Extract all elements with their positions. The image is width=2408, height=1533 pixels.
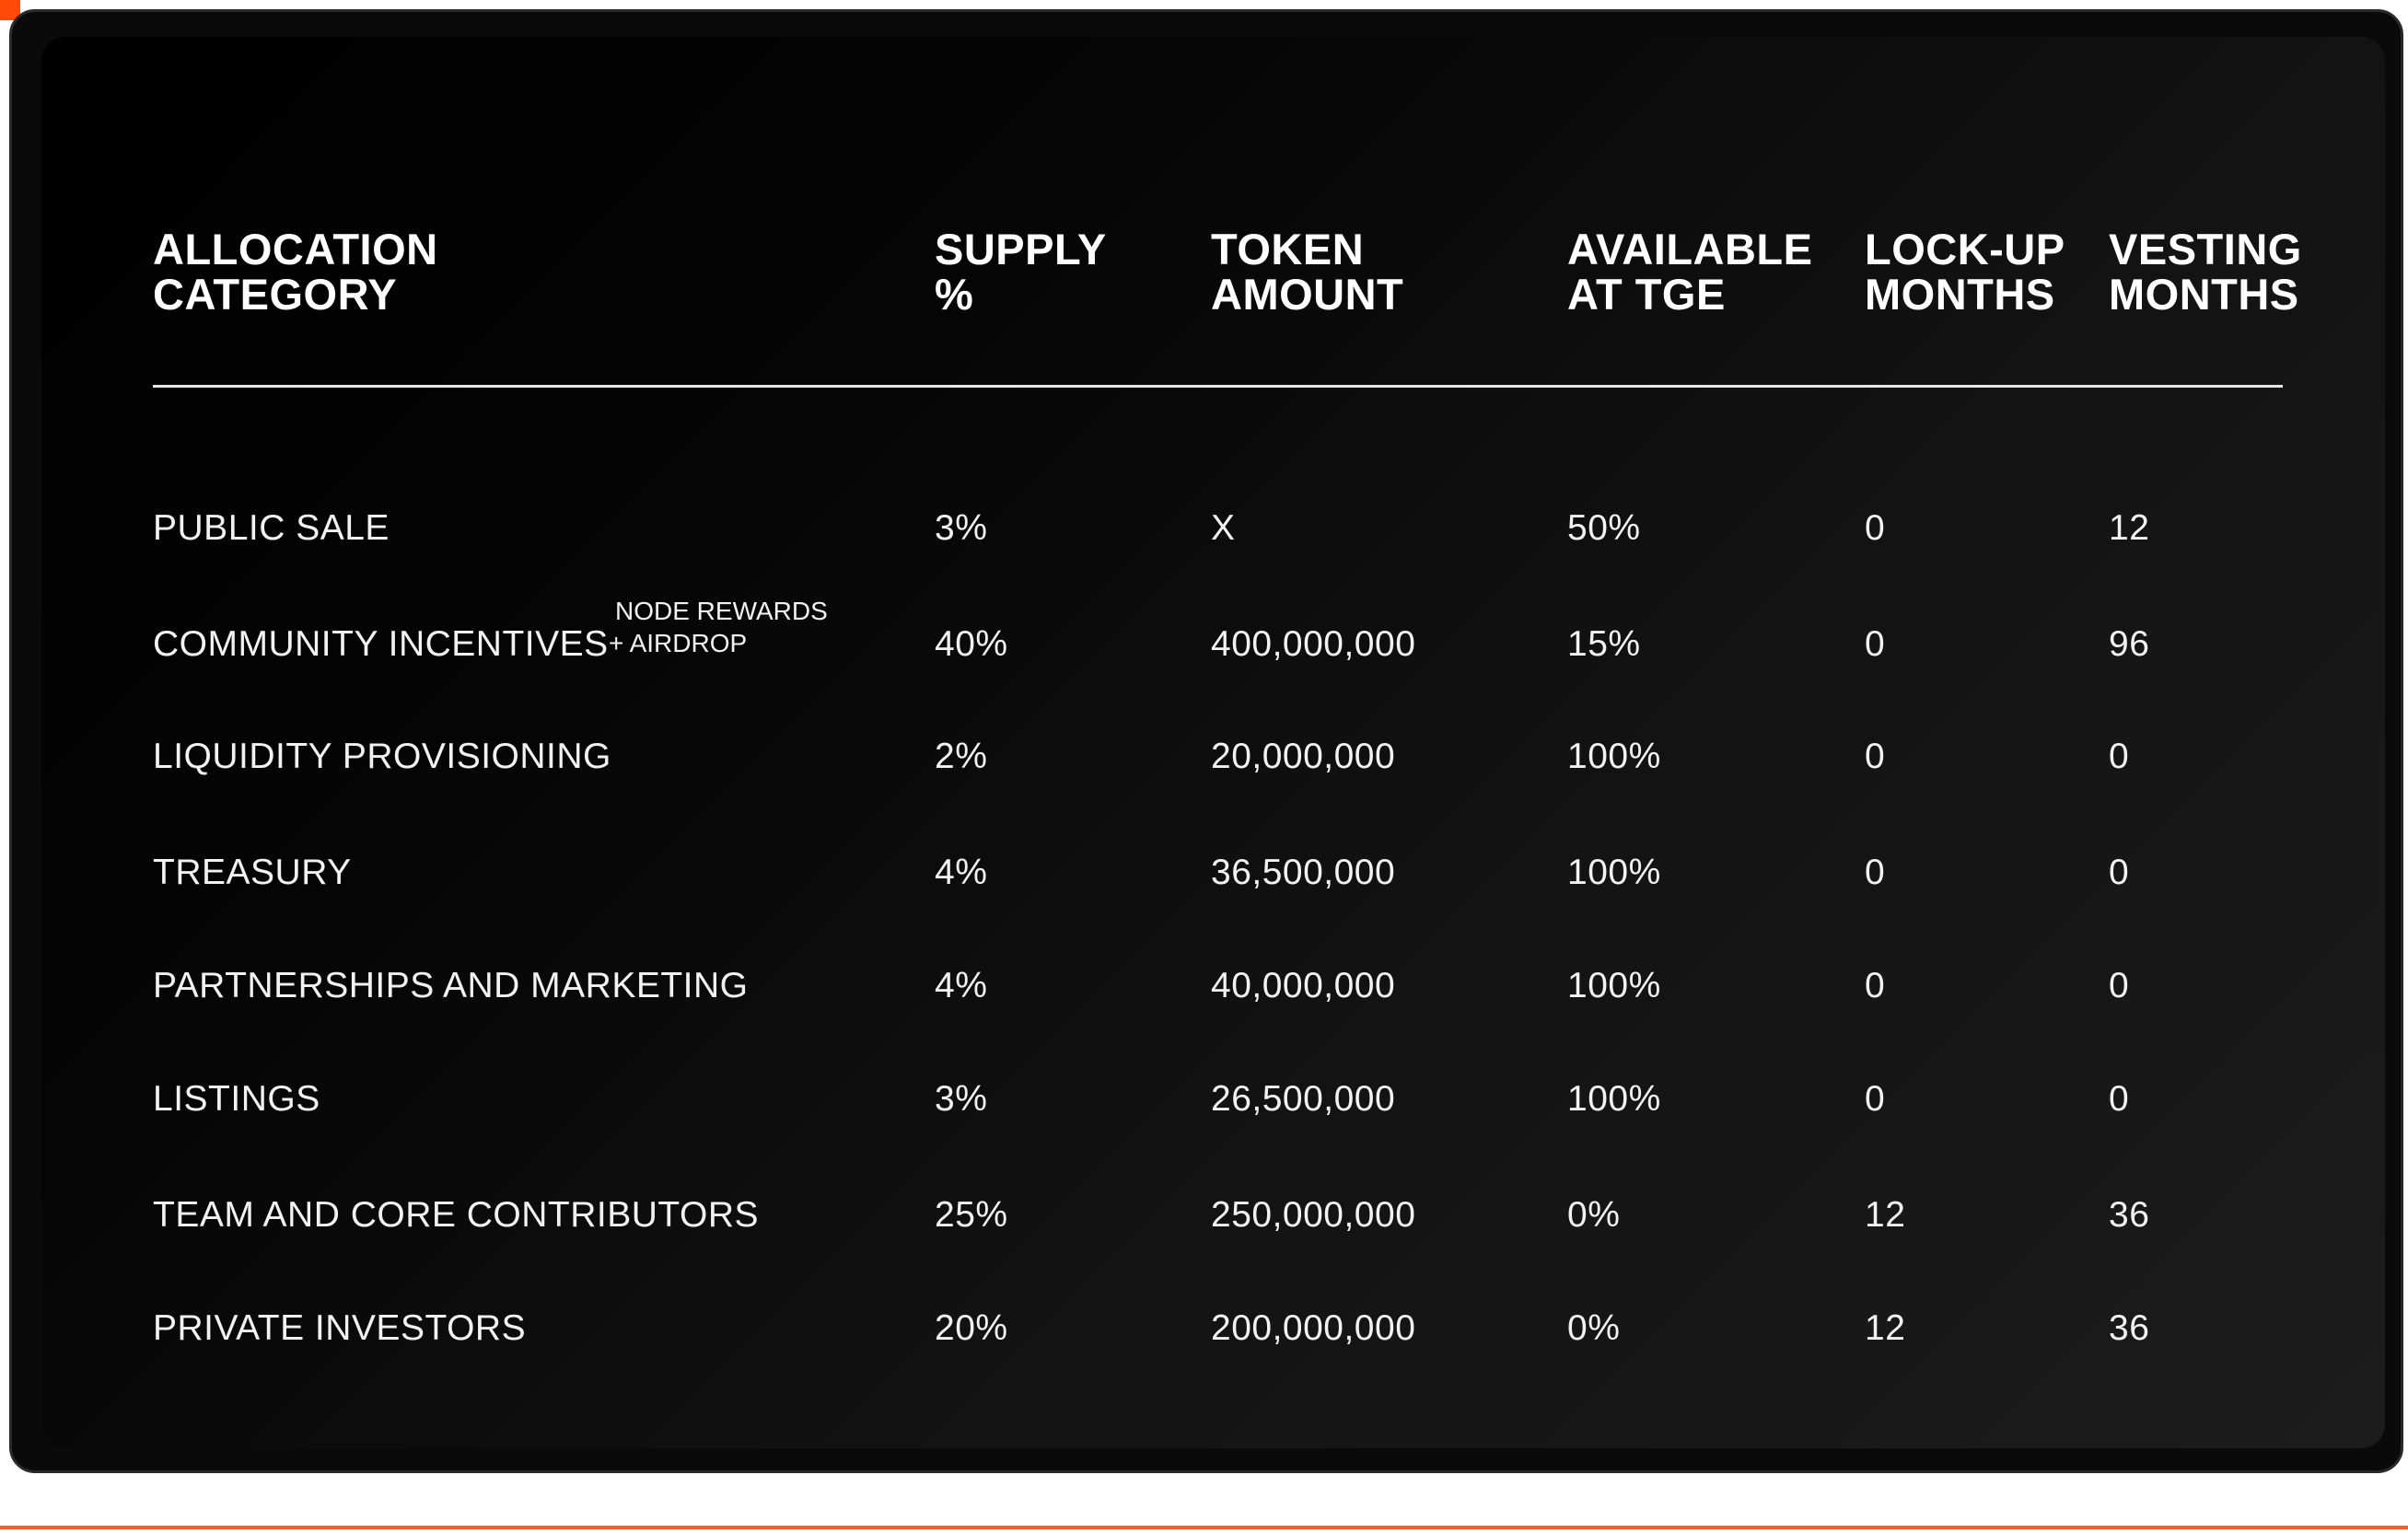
note-line: + AIRDROP bbox=[609, 629, 748, 657]
cell-vesting: 0 bbox=[2109, 1079, 2130, 1119]
cell-amount: 200,000,000 bbox=[1211, 1308, 1416, 1348]
cell-category: PUBLIC SALE bbox=[153, 508, 390, 548]
cell-tge: 100% bbox=[1567, 737, 1661, 776]
cell-vesting: 0 bbox=[2109, 966, 2130, 1005]
cell-amount: 250,000,000 bbox=[1211, 1195, 1416, 1235]
cell-category: PRIVATE INVESTORS bbox=[153, 1308, 527, 1348]
cell-supply: 25% bbox=[935, 1195, 1008, 1235]
cell-lockup: 12 bbox=[1865, 1308, 1906, 1348]
header-token-amount: TOKEN AMOUNT bbox=[1211, 226, 1403, 317]
cell-vesting: 36 bbox=[2109, 1195, 2150, 1235]
header-supply-percent: SUPPLY % bbox=[935, 226, 1107, 317]
header-line: LOCK-UP bbox=[1865, 225, 2065, 273]
header-available-at-tge: AVAILABLE AT TGE bbox=[1567, 226, 1812, 317]
cell-tge: 50% bbox=[1567, 508, 1641, 548]
cell-supply: 20% bbox=[935, 1308, 1008, 1348]
cell-lockup: 12 bbox=[1865, 1195, 1906, 1235]
category-note: NODE REWARDS + AIRDROP bbox=[609, 595, 828, 659]
cell-vesting: 12 bbox=[2109, 508, 2150, 548]
cell-category: LISTINGS bbox=[153, 1079, 320, 1119]
cell-lockup: 0 bbox=[1865, 737, 1886, 776]
corner-accent-mark bbox=[0, 0, 20, 20]
header-line: VESTING bbox=[2109, 225, 2302, 273]
header-divider bbox=[153, 385, 2283, 388]
cell-lockup: 0 bbox=[1865, 624, 1886, 664]
cell-amount: 40,000,000 bbox=[1211, 966, 1396, 1005]
header-line: % bbox=[935, 270, 974, 319]
cell-supply: 4% bbox=[935, 966, 988, 1005]
header-line: TOKEN bbox=[1211, 225, 1365, 273]
header-line: ALLOCATION bbox=[153, 225, 438, 273]
header-line: MONTHS bbox=[1865, 270, 2055, 319]
cell-category: TREASURY bbox=[153, 853, 352, 892]
cell-supply: 3% bbox=[935, 508, 988, 548]
cell-amount: 26,500,000 bbox=[1211, 1079, 1396, 1119]
cell-tge: 100% bbox=[1567, 966, 1661, 1005]
header-allocation-category: ALLOCATION CATEGORY bbox=[153, 226, 438, 317]
cell-supply: 40% bbox=[935, 624, 1008, 664]
cell-lockup: 0 bbox=[1865, 966, 1886, 1005]
cell-amount: 400,000,000 bbox=[1211, 624, 1416, 664]
cell-lockup: 0 bbox=[1865, 853, 1886, 892]
cell-vesting: 0 bbox=[2109, 737, 2130, 776]
cell-vesting: 0 bbox=[2109, 853, 2130, 892]
cell-category: COMMUNITY INCENTIVES bbox=[153, 624, 609, 664]
header-line: CATEGORY bbox=[153, 270, 398, 319]
header-line: AVAILABLE bbox=[1567, 225, 1813, 273]
allocation-table-panel: ALLOCATION CATEGORY SUPPLY % TOKEN AMOUN… bbox=[41, 37, 2385, 1448]
bottom-accent-line bbox=[0, 1526, 2408, 1529]
cell-supply: 4% bbox=[935, 853, 988, 892]
cell-tge: 0% bbox=[1567, 1195, 1621, 1235]
cell-supply: 2% bbox=[935, 737, 988, 776]
header-line: AT TGE bbox=[1567, 270, 1726, 319]
header-line: MONTHS bbox=[2109, 270, 2299, 319]
cell-tge: 100% bbox=[1567, 853, 1661, 892]
header-line: SUPPLY bbox=[935, 225, 1107, 273]
note-line: NODE REWARDS bbox=[615, 597, 828, 625]
cell-category: PARTNERSHIPS AND MARKETING bbox=[153, 966, 749, 1005]
cell-amount: X bbox=[1211, 508, 1236, 548]
cell-amount: 20,000,000 bbox=[1211, 737, 1396, 776]
cell-tge: 100% bbox=[1567, 1079, 1661, 1119]
header-lockup-months: LOCK-UP MONTHS bbox=[1865, 226, 2065, 317]
header-vesting-months: VESTING MONTHS bbox=[2109, 226, 2302, 317]
card-frame: ALLOCATION CATEGORY SUPPLY % TOKEN AMOUN… bbox=[9, 9, 2403, 1473]
cell-amount: 36,500,000 bbox=[1211, 853, 1396, 892]
cell-supply: 3% bbox=[935, 1079, 988, 1119]
cell-tge: 15% bbox=[1567, 624, 1641, 664]
cell-category: TEAM AND CORE CONTRIBUTORS bbox=[153, 1195, 760, 1235]
cell-lockup: 0 bbox=[1865, 1079, 1886, 1119]
cell-tge: 0% bbox=[1567, 1308, 1621, 1348]
cell-vesting: 96 bbox=[2109, 624, 2150, 664]
cell-vesting: 36 bbox=[2109, 1308, 2150, 1348]
cell-lockup: 0 bbox=[1865, 508, 1886, 548]
header-line: AMOUNT bbox=[1211, 270, 1404, 319]
cell-category: LIQUIDITY PROVISIONING bbox=[153, 737, 611, 776]
